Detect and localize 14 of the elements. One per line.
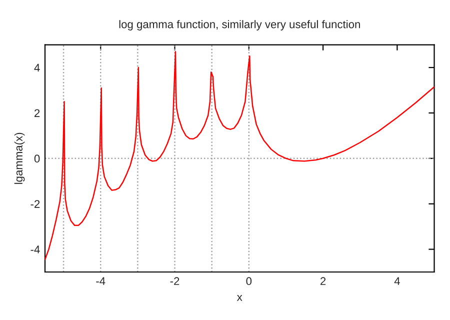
x-axis-title: x: [236, 294, 242, 301]
y-tick-label: 4: [34, 64, 40, 72]
x-tick-label: 0: [246, 277, 252, 286]
x-tick-label: 4: [394, 277, 400, 285]
y-tick-label: 0: [34, 154, 40, 163]
x-tick-label: 2: [320, 277, 326, 285]
chart-title: log gamma function, similarly very useful function: [119, 20, 360, 30]
x-tick-label: -4: [96, 277, 106, 285]
x-tick-label: -2: [170, 277, 180, 285]
y-tick-label: -2: [30, 200, 40, 208]
line-series: [45, 50, 434, 260]
y-tick-label: -4: [30, 246, 40, 254]
y-axis-title: lgamma(x): [14, 132, 25, 184]
y-tick-label: 2: [34, 109, 40, 117]
